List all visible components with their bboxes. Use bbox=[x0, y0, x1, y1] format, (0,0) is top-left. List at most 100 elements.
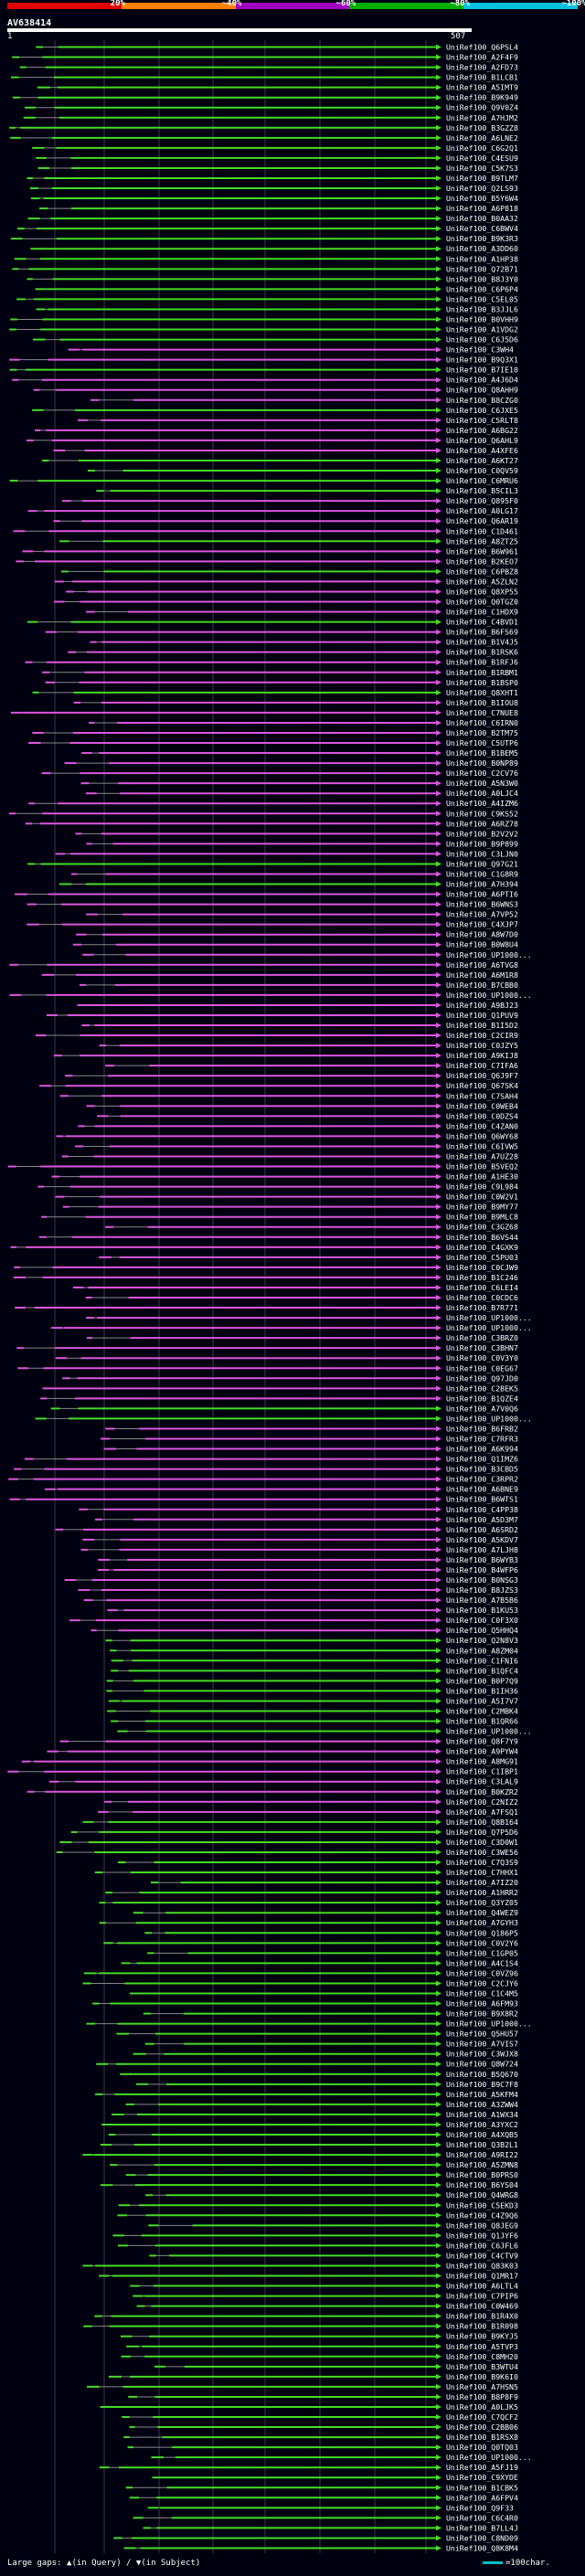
hit-label[interactable]: UniRef100_B6FS69 bbox=[446, 628, 518, 637]
hit-label[interactable]: UniRef100_A6LNE2 bbox=[446, 133, 518, 143]
hit-label[interactable]: UniRef100_C9KS52 bbox=[446, 809, 518, 818]
hit-label[interactable]: UniRef100_B2TM75 bbox=[446, 728, 518, 737]
hit-label[interactable]: UniRef100_Q9F33 bbox=[446, 2503, 514, 2512]
hit-label[interactable]: UniRef100_B8CZG0 bbox=[446, 396, 518, 405]
hit-label[interactable]: UniRef100_B6WYB3 bbox=[446, 1555, 518, 1564]
hit-label[interactable]: UniRef100_B7LL4J bbox=[446, 2523, 518, 2532]
hit-label[interactable]: UniRef100_C0VZ96 bbox=[446, 1968, 518, 1977]
hit-label[interactable]: UniRef100_B0P7Q9 bbox=[446, 1676, 518, 1685]
hit-label[interactable]: UniRef100_C6IVW5 bbox=[446, 1141, 518, 1150]
hit-label[interactable]: UniRef100_A5ZLN2 bbox=[446, 577, 518, 586]
hit-label[interactable]: UniRef100_A9KIJ8 bbox=[446, 1051, 518, 1060]
hit-label[interactable]: UniRef100_C7IFA6 bbox=[446, 1061, 518, 1070]
hit-label[interactable]: UniRef100_A4XFE6 bbox=[446, 446, 518, 455]
hit-label[interactable]: UniRef100_B8JZS3 bbox=[446, 1585, 518, 1595]
hit-label[interactable]: UniRef100_C0JZY5 bbox=[446, 1041, 518, 1050]
hit-label[interactable]: UniRef100_A1HRR2 bbox=[446, 1888, 518, 1897]
hit-label[interactable]: UniRef100_B6YS04 bbox=[446, 2180, 518, 2189]
hit-label[interactable]: UniRef100_B6WNS3 bbox=[446, 900, 518, 909]
hit-label[interactable]: UniRef100_C6JXE5 bbox=[446, 406, 518, 415]
hit-label[interactable]: UniRef100_B1KU53 bbox=[446, 1606, 518, 1615]
hit-label[interactable]: UniRef100_B7R771 bbox=[446, 1303, 518, 1312]
hit-label[interactable]: UniRef100_C3BHN7 bbox=[446, 1343, 518, 1352]
hit-label[interactable]: UniRef100_C4BVD1 bbox=[446, 618, 518, 627]
hit-label[interactable]: UniRef100_C7RFR3 bbox=[446, 1435, 518, 1444]
hit-label[interactable]: UniRef100_A6P818 bbox=[446, 204, 518, 213]
hit-label[interactable]: UniRef100_A8ZTZ5 bbox=[446, 536, 518, 546]
hit-label[interactable]: UniRef100_Q8XP55 bbox=[446, 587, 518, 596]
hit-label[interactable]: UniRef100_A6TVG8 bbox=[446, 960, 518, 970]
hit-label[interactable]: UniRef100_A9RI22 bbox=[446, 2150, 518, 2159]
hit-label[interactable]: UniRef100_A4J6D4 bbox=[446, 376, 518, 385]
hit-label[interactable]: UniRef100_B6WTS1 bbox=[446, 1495, 518, 1504]
hit-label[interactable]: UniRef100_C3RPR2 bbox=[446, 1475, 518, 1484]
hit-label[interactable]: UniRef100_B5Q670 bbox=[446, 2070, 518, 2079]
hit-label[interactable]: UniRef100_A8ZM04 bbox=[446, 1646, 518, 1655]
hit-label[interactable]: UniRef100_B6FRB2 bbox=[446, 1424, 518, 1433]
hit-label[interactable]: UniRef100_A3ZWW4 bbox=[446, 2100, 518, 2109]
hit-label[interactable]: UniRef100_Q8W724 bbox=[446, 2060, 518, 2069]
hit-label[interactable]: UniRef100_B3CBD5 bbox=[446, 1465, 518, 1474]
hit-label[interactable]: UniRef100_B0AA32 bbox=[446, 214, 518, 223]
hit-label[interactable]: UniRef100_A1VDG2 bbox=[446, 325, 518, 334]
hit-label[interactable]: UniRef100_B2KEO7 bbox=[446, 557, 518, 566]
hit-label[interactable]: UniRef100_UP1000... bbox=[446, 991, 532, 1000]
hit-label[interactable]: UniRef100_C1G8R9 bbox=[446, 869, 518, 878]
hit-label[interactable]: UniRef100_Q6AR19 bbox=[446, 516, 518, 525]
hit-label[interactable]: UniRef100_C0F3X0 bbox=[446, 1616, 518, 1625]
hit-label[interactable]: UniRef100_B1C246 bbox=[446, 1273, 518, 1282]
hit-label[interactable]: UniRef100_C6LEI4 bbox=[446, 1283, 518, 1292]
hit-label[interactable]: UniRef100_B1RSK6 bbox=[446, 648, 518, 657]
hit-label[interactable]: UniRef100_A8W7D0 bbox=[446, 930, 518, 939]
hit-label[interactable]: UniRef100_C2MBK4 bbox=[446, 1706, 518, 1715]
hit-label[interactable]: UniRef100_Q0TGZ0 bbox=[446, 598, 518, 607]
hit-label[interactable]: UniRef100_C4CTV9 bbox=[446, 2251, 518, 2260]
hit-label[interactable]: UniRef100_B3JJL6 bbox=[446, 304, 518, 313]
hit-label[interactable]: UniRef100_B0W8U4 bbox=[446, 940, 518, 949]
hit-label[interactable]: UniRef100_UP1000... bbox=[446, 1727, 532, 1736]
hit-label[interactable]: UniRef100_C6P6P4 bbox=[446, 284, 518, 293]
hit-label[interactable]: UniRef100_C1HDX9 bbox=[446, 608, 518, 617]
hit-label[interactable]: UniRef100_B1V4J5 bbox=[446, 638, 518, 647]
hit-label[interactable]: UniRef100_C5PU03 bbox=[446, 1253, 518, 1262]
hit-label[interactable]: UniRef100_C5UTP6 bbox=[446, 738, 518, 747]
hit-label[interactable]: UniRef100_B1IOU8 bbox=[446, 698, 518, 707]
hit-label[interactable]: UniRef100_Q1MR17 bbox=[446, 2272, 518, 2281]
hit-label[interactable]: UniRef100_C3LJN0 bbox=[446, 849, 518, 858]
hit-label[interactable]: UniRef100_C6JFL6 bbox=[446, 2241, 518, 2250]
hit-label[interactable]: UniRef100_C1C4M5 bbox=[446, 1988, 518, 1998]
hit-label[interactable]: UniRef100_A6BNE9 bbox=[446, 1485, 518, 1494]
hit-label[interactable]: UniRef100_Q1JYF6 bbox=[446, 2231, 518, 2240]
hit-label[interactable]: UniRef100_Q9V0Z4 bbox=[446, 103, 518, 112]
hit-label[interactable]: UniRef100_C0WEB4 bbox=[446, 1101, 518, 1110]
hit-label[interactable]: UniRef100_A0LJC4 bbox=[446, 789, 518, 798]
hit-label[interactable]: UniRef100_C0EG67 bbox=[446, 1363, 518, 1373]
hit-label[interactable]: UniRef100_Q186P5 bbox=[446, 1928, 518, 1937]
hit-label[interactable]: UniRef100_C4Z9Q6 bbox=[446, 2210, 518, 2220]
hit-label[interactable]: UniRef100_C0DZS4 bbox=[446, 1111, 518, 1120]
hit-label[interactable]: UniRef100_C3WH4 bbox=[446, 345, 514, 355]
hit-label[interactable]: UniRef100_C1D461 bbox=[446, 526, 518, 535]
hit-label[interactable]: UniRef100_C0V2Y6 bbox=[446, 1938, 518, 1947]
hit-label[interactable]: UniRef100_C6J5D6 bbox=[446, 335, 518, 345]
hit-label[interactable]: UniRef100_C2CIR9 bbox=[446, 1031, 518, 1040]
hit-label[interactable]: UniRef100_Q6WY68 bbox=[446, 1131, 518, 1140]
hit-label[interactable]: UniRef100_Q7P5D6 bbox=[446, 1828, 518, 1837]
hit-label[interactable]: UniRef100_UP1000... bbox=[446, 950, 532, 959]
hit-label[interactable]: UniRef100_C7HHX1 bbox=[446, 1868, 518, 1877]
hit-label[interactable]: UniRef100_C4XJP7 bbox=[446, 920, 518, 929]
hit-label[interactable]: UniRef100_B1IH36 bbox=[446, 1686, 518, 1695]
hit-label[interactable]: UniRef100_C2BEK5 bbox=[446, 1383, 518, 1393]
hit-label[interactable]: UniRef100_B9P899 bbox=[446, 839, 518, 848]
hit-label[interactable]: UniRef100_A3DD60 bbox=[446, 244, 518, 253]
hit-label[interactable]: UniRef100_A8MG91 bbox=[446, 1757, 518, 1766]
hit-label[interactable]: UniRef100_B5Y6W4 bbox=[446, 194, 518, 203]
hit-label[interactable]: UniRef100_UP1000... bbox=[446, 1313, 532, 1322]
hit-label[interactable]: UniRef100_A7B5B6 bbox=[446, 1595, 518, 1605]
hit-label[interactable]: UniRef100_B9MLC8 bbox=[446, 1213, 518, 1222]
hit-label[interactable]: UniRef100_Q8K8M4 bbox=[446, 2543, 518, 2552]
hit-label[interactable]: UniRef100_B8J3Y0 bbox=[446, 274, 518, 283]
hit-label[interactable]: UniRef100_B1RSX8 bbox=[446, 2433, 518, 2442]
hit-label[interactable]: UniRef100_C0W2V1 bbox=[446, 1193, 518, 1202]
hit-label[interactable]: UniRef100_UP1000... bbox=[446, 1323, 532, 1332]
